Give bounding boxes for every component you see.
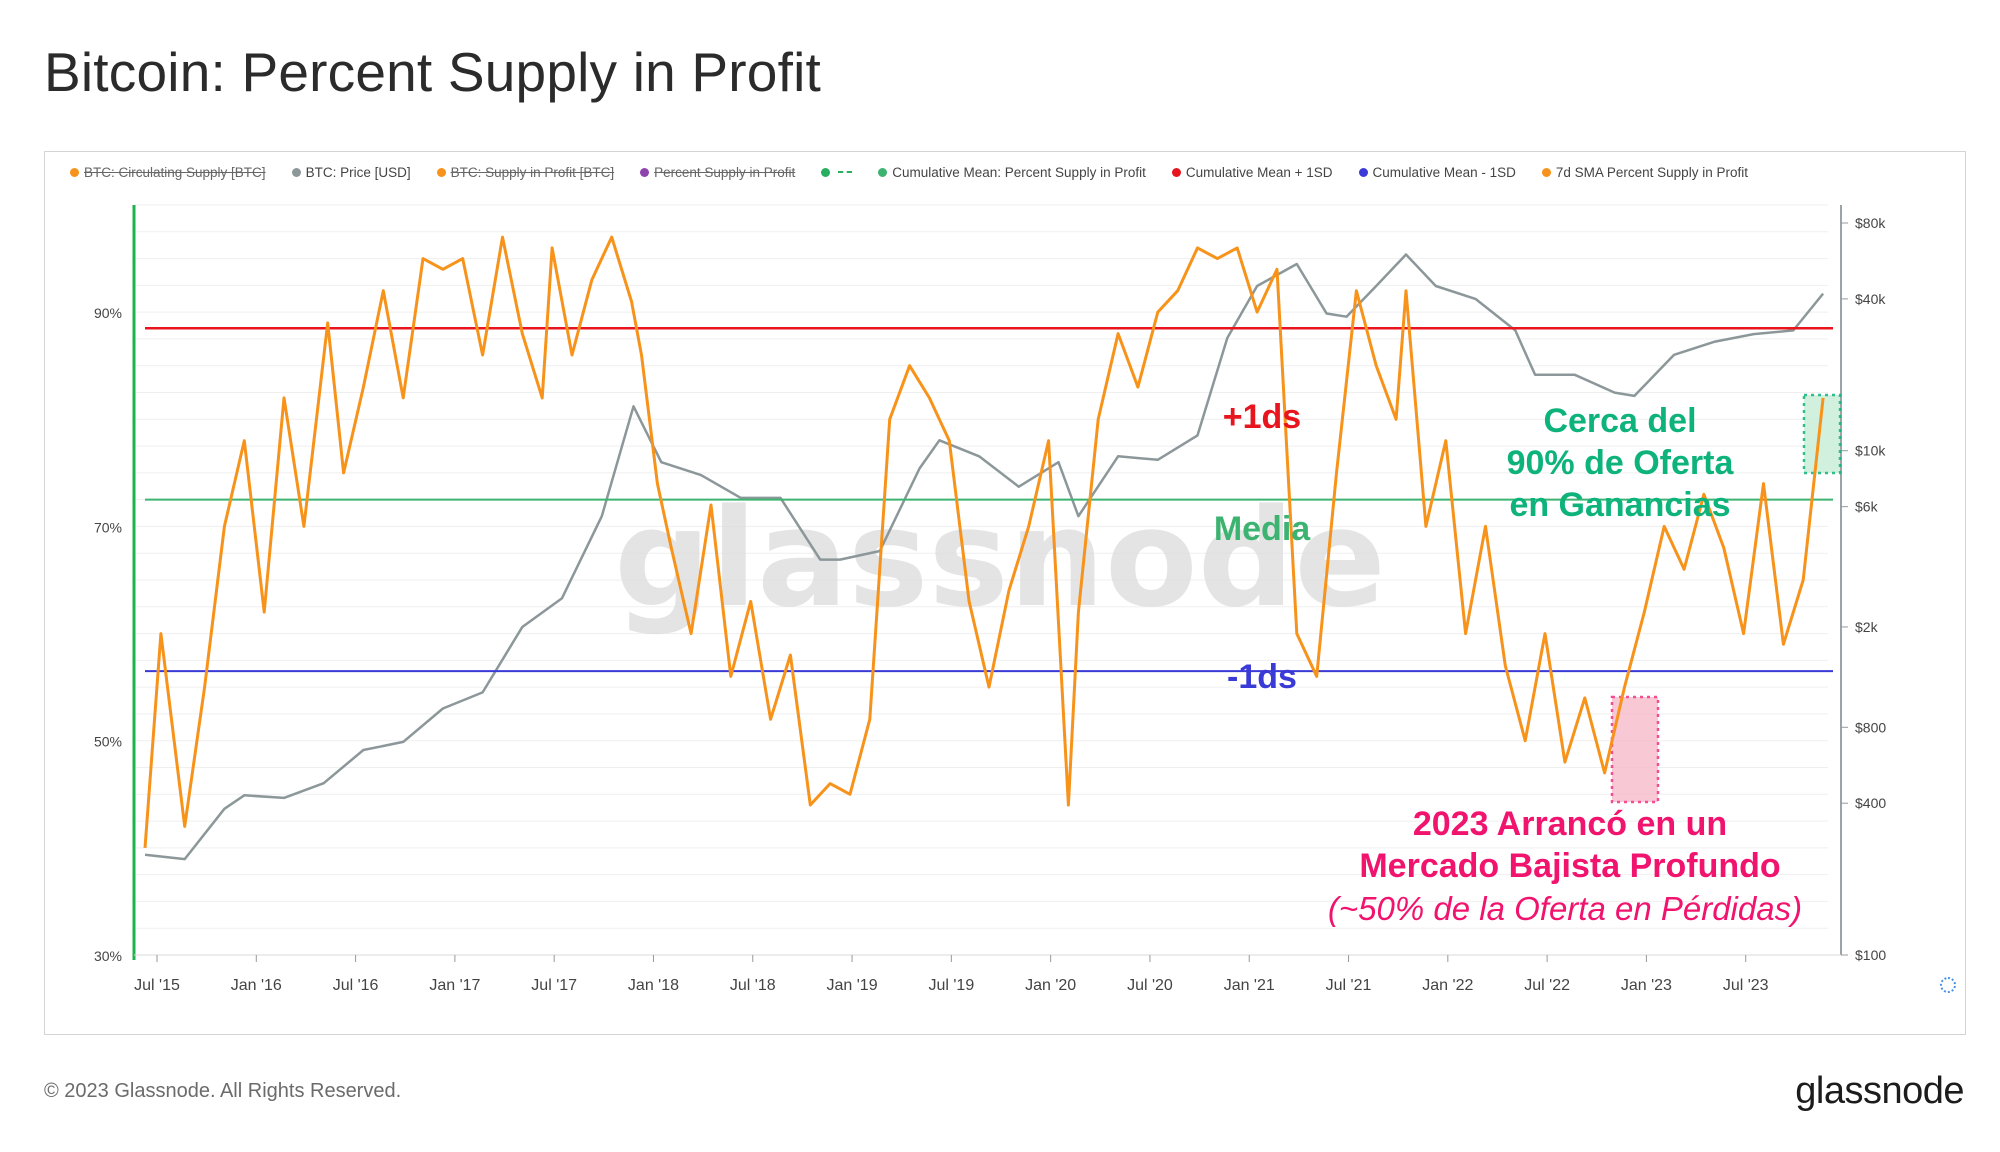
legend-dash-icon <box>838 171 853 173</box>
chart-legend: BTC: Circulating Supply [BTC] BTC: Price … <box>70 160 1970 184</box>
plus-sd-label: +1ds <box>1223 398 1301 436</box>
x-tick-label: Jan '21 <box>1224 977 1275 994</box>
watermark-text: glassnode <box>614 480 1386 637</box>
legend-dot-icon <box>821 167 831 177</box>
legend-label: BTC: Circulating Supply [BTC] <box>84 164 266 180</box>
price-series-line <box>144 253 1825 861</box>
x-tick-label: Jan '17 <box>429 977 480 994</box>
legend-label: 7d SMA Percent Supply in Profit <box>1555 164 1748 180</box>
x-tick-label: Jul '16 <box>333 977 379 994</box>
legend-label: Percent Supply in Profit <box>654 164 796 180</box>
y-right-tick-label: $400 <box>1855 795 1886 811</box>
legend-label: Cumulative Mean: Percent Supply in Profi… <box>892 164 1146 180</box>
x-tick-label: Jul '17 <box>531 977 577 994</box>
x-tick-label: Jul '20 <box>1127 977 1173 994</box>
y-right-tick-label: $2k <box>1855 619 1879 635</box>
legend-label: BTC: Price [USD] <box>305 164 411 180</box>
legend-item-6[interactable]: Cumulative Mean + 1SD <box>1171 164 1333 180</box>
near90-annotation-line: en Ganancias <box>1509 486 1730 524</box>
y-right-tick-label: $10k <box>1855 443 1886 459</box>
bear-annotation-line: 2023 Arrancó en un <box>1413 805 1727 843</box>
legend-item-5[interactable]: Cumulative Mean: Percent Supply in Profi… <box>878 165 1146 180</box>
legend-dot-icon <box>1541 167 1551 177</box>
x-tick-label: Jan '18 <box>628 977 679 994</box>
y-left-tick-label: 30% <box>94 948 122 964</box>
x-tick-label: Jan '19 <box>827 977 878 994</box>
x-tick-label: Jul '18 <box>730 977 776 994</box>
near90-annotation-line: 90% de Oferta <box>1507 444 1735 482</box>
legend-item-3[interactable]: Percent Supply in Profit <box>640 165 795 180</box>
y-right-tick-label: $100 <box>1855 947 1886 963</box>
page-title: Bitcoin: Percent Supply in Profit <box>44 41 821 103</box>
y-left-tick-label: 70% <box>94 519 122 535</box>
brand-logo: glassnode <box>1795 1070 1964 1112</box>
legend-item-4[interactable] <box>821 167 853 177</box>
x-tick-label: Jul '22 <box>1524 977 1570 994</box>
legend-item-2[interactable]: BTC: Supply in Profit [BTC] <box>436 164 615 180</box>
minus-sd-label: -1ds <box>1227 658 1297 696</box>
legend-label: Cumulative Mean + 1SD <box>1185 164 1333 180</box>
legend-item-1[interactable]: BTC: Price [USD] <box>291 164 411 180</box>
x-tick-label: Jan '22 <box>1422 977 1473 994</box>
y-right-tick-label: $40k <box>1855 291 1886 307</box>
bear-annotation-sub: (~50% de la Oferta en Pérdidas) <box>1328 890 1802 927</box>
y-right-tick-label: $800 <box>1855 719 1886 735</box>
y-left-tick-label: 90% <box>94 305 122 321</box>
chart-frame <box>44 151 1966 1035</box>
legend-label: BTC: Supply in Profit [BTC] <box>450 164 615 180</box>
legend-dot-icon <box>878 167 888 177</box>
x-tick-label: Jul '23 <box>1723 977 1769 994</box>
x-tick-label: Jan '16 <box>231 977 282 994</box>
legend-item-8[interactable]: 7d SMA Percent Supply in Profit <box>1541 164 1748 180</box>
legend-dot-icon <box>291 167 301 177</box>
x-tick-label: Jul '15 <box>134 977 180 994</box>
copyright-footer: © 2023 Glassnode. All Rights Reserved. <box>44 1080 402 1102</box>
near90-annotation-line: Cerca del <box>1543 402 1696 440</box>
legend-dot-icon <box>1171 167 1181 177</box>
chart-settings-icon[interactable] <box>1940 977 1956 993</box>
x-tick-label: Jul '21 <box>1326 977 1372 994</box>
sma-series-line <box>143 235 1825 849</box>
x-tick-label: Jan '23 <box>1621 977 1672 994</box>
bear-annotation-line: Mercado Bajista Profundo <box>1359 847 1780 885</box>
y-left-tick-label: 50% <box>94 734 122 750</box>
legend-dot-icon <box>436 167 446 177</box>
legend-label: Cumulative Mean - 1SD <box>1372 164 1516 180</box>
legend-dot-icon <box>1358 167 1368 177</box>
y-right-tick-label: $6k <box>1855 499 1879 515</box>
legend-item-0[interactable]: BTC: Circulating Supply [BTC] <box>70 165 266 180</box>
legend-item-7[interactable]: Cumulative Mean - 1SD <box>1358 164 1516 180</box>
x-tick-label: Jan '20 <box>1025 977 1076 994</box>
legend-dot-icon <box>70 167 79 177</box>
mean-label: Media <box>1214 510 1311 548</box>
y-right-tick-label: $80k <box>1855 215 1886 231</box>
x-tick-label: Jul '19 <box>928 977 974 994</box>
legend-dot-icon <box>640 167 650 177</box>
